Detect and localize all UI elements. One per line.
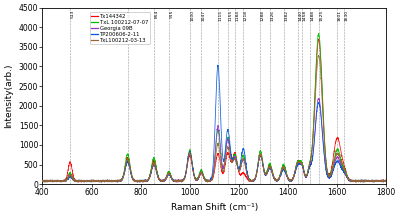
Text: 915: 915 [169, 10, 173, 18]
Text: 1155: 1155 [228, 10, 232, 21]
Text: 747: 747 [128, 10, 132, 18]
Text: 854: 854 [154, 10, 158, 18]
Text: 1184: 1184 [236, 10, 240, 21]
Y-axis label: Intensity(arb.): Intensity(arb.) [4, 64, 13, 128]
X-axis label: Raman Shift (cm⁻¹): Raman Shift (cm⁻¹) [171, 203, 258, 212]
Text: 1458: 1458 [303, 10, 307, 21]
Legend: Tx144342, TxL 100212-07-07, Georgia 09B, TP200606-2-11, TxL100212-03-13: Tx144342, TxL 100212-07-07, Georgia 09B,… [90, 12, 150, 44]
Text: 1488: 1488 [310, 10, 314, 21]
Text: 1115: 1115 [218, 10, 222, 21]
Text: 513: 513 [71, 10, 75, 18]
Text: 1630: 1630 [345, 10, 349, 21]
Text: 1288: 1288 [261, 10, 265, 21]
Text: 1440: 1440 [298, 10, 302, 21]
Text: 1382: 1382 [284, 10, 288, 21]
Text: 1218: 1218 [244, 10, 248, 21]
Text: 1000: 1000 [190, 10, 194, 21]
Text: 1326: 1326 [270, 10, 274, 21]
Text: 1525: 1525 [319, 10, 323, 21]
Text: 1601: 1601 [338, 10, 342, 21]
Text: 1047: 1047 [202, 10, 206, 21]
